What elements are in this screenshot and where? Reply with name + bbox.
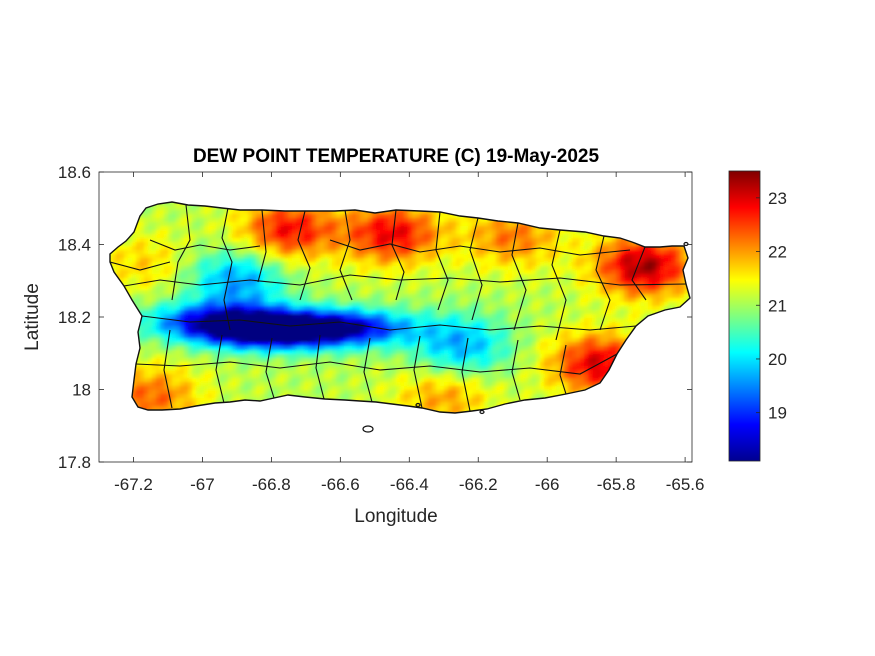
municipality-boundary-24 (149, 239, 261, 251)
municipality-boundary-7 (469, 217, 483, 321)
x-tick-label: -67.2 (114, 475, 153, 494)
municipality-boundary-15 (163, 329, 173, 409)
x-tick-label: -66.6 (321, 475, 360, 494)
x-tick-label: -65.6 (666, 475, 705, 494)
colorbar-tick-label: 19 (768, 404, 787, 423)
colorbar-ticks: 19 20 21 22 23 (756, 189, 787, 423)
colorbar-tick-label: 23 (768, 189, 787, 208)
small-islets (362, 241, 689, 433)
municipality-boundary-5 (391, 209, 405, 301)
y-tick-label: 18.6 (58, 163, 91, 182)
municipality-boundary-8 (511, 222, 527, 331)
municipality-boundary-16 (215, 334, 225, 404)
islet-1 (415, 402, 421, 408)
x-tick-label: -65.8 (597, 475, 636, 494)
municipality-boundary-21 (461, 337, 471, 412)
colorbar-tick-label: 22 (768, 243, 787, 262)
municipality-boundary-0 (171, 204, 191, 301)
municipality-boundary-12 (123, 274, 687, 287)
municipality-boundaries (110, 204, 687, 412)
islet-0 (362, 425, 374, 433)
municipality-boundary-6 (435, 211, 449, 311)
x-axis-ticks: -67.2 -67 -66.8 -66.6 -66.4 -66.2 -66 -65.8 -65.… (114, 172, 704, 494)
x-tick-label: -66.8 (252, 475, 291, 494)
municipality-boundary-26 (110, 261, 171, 271)
x-axis-label: Longitude (354, 506, 437, 527)
x-tick-label: -66 (535, 475, 560, 494)
x-tick-label: -66.2 (459, 475, 498, 494)
y-tick-label: 18.4 (58, 236, 91, 255)
islet-2 (479, 409, 485, 415)
y-axis-ticks: 17.8 18 18.2 18.4 18.6 (58, 163, 692, 472)
municipality-boundary-11 (631, 246, 647, 301)
x-tick-label: -67 (190, 475, 215, 494)
x-tick-label: -66.4 (390, 475, 429, 494)
y-tick-label: 18 (72, 381, 91, 400)
municipality-boundary-14 (135, 353, 618, 375)
municipality-boundary-9 (551, 229, 567, 341)
municipality-boundary-1 (221, 207, 233, 331)
y-tick-label: 17.8 (58, 453, 91, 472)
municipality-boundary-22 (511, 339, 521, 401)
islet-3 (683, 241, 689, 247)
municipality-boundary-20 (413, 335, 423, 409)
municipality-boundary-4 (339, 209, 353, 301)
municipality-boundary-19 (363, 337, 373, 403)
municipality-boundary-13 (141, 315, 637, 331)
municipality-boundary-25 (329, 239, 631, 256)
colorbar (728, 170, 761, 462)
municipality-boundary-17 (265, 337, 275, 399)
colorbar-tick-label: 21 (768, 296, 787, 315)
colorbar-tick-label: 20 (768, 350, 787, 369)
municipality-boundary-23 (559, 344, 567, 395)
y-axis-label: Latitude (22, 283, 43, 351)
municipality-boundary-18 (315, 334, 325, 400)
y-tick-label: 18.2 (58, 308, 91, 327)
chart-title: DEW POINT TEMPERATURE (C) 19-May-2025 (193, 146, 600, 167)
municipality-boundary-2 (257, 209, 267, 283)
